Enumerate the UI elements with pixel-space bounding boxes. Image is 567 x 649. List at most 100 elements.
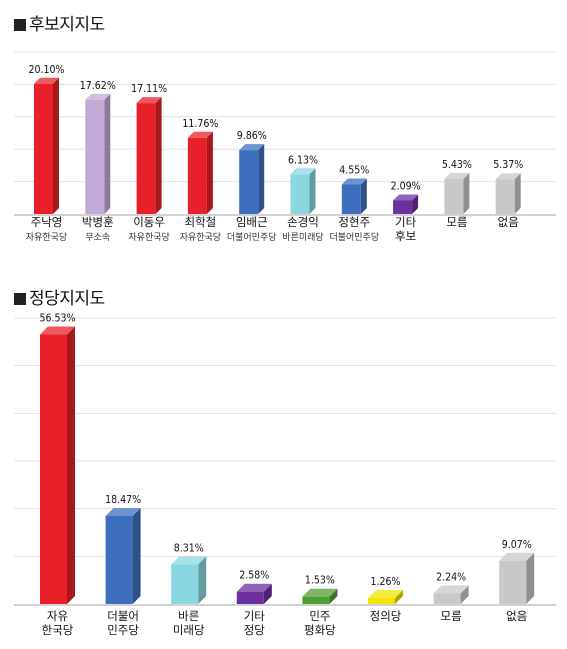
party-label: 더불어민주당 xyxy=(227,232,277,243)
category-label: 미래당 xyxy=(173,623,205,637)
bar-top xyxy=(368,589,403,598)
bar-top xyxy=(341,178,367,185)
title-square-icon xyxy=(14,293,26,305)
data-label: 9.07% xyxy=(502,539,532,551)
category-label: 없음 xyxy=(506,609,527,623)
bar-side xyxy=(104,93,111,214)
category-label: 이동우 xyxy=(133,215,165,229)
bar-top xyxy=(444,172,470,179)
category-label: 정당 xyxy=(244,623,266,637)
bar xyxy=(290,174,310,214)
category-label: 바른 xyxy=(178,609,199,623)
category-label: 모름 xyxy=(441,609,462,623)
bar-side xyxy=(155,97,162,214)
bar-side xyxy=(206,131,213,214)
data-label: 17.62% xyxy=(80,80,116,92)
bar-side xyxy=(198,556,207,604)
category-label: 박병훈 xyxy=(82,215,114,229)
data-label: 17.11% xyxy=(131,83,167,95)
bar-top xyxy=(290,168,316,175)
party-label: 자유한국당 xyxy=(128,232,169,243)
category-label: 자유 xyxy=(47,609,68,623)
data-label: 6.13% xyxy=(288,154,318,166)
category-label: 기타 xyxy=(244,609,266,623)
bar xyxy=(499,560,527,604)
category-label: 한국당 xyxy=(42,623,74,637)
data-label: 5.37% xyxy=(493,159,523,171)
bar-side xyxy=(258,144,265,214)
category-label: 손경익 xyxy=(287,215,319,229)
bar-top xyxy=(34,77,59,84)
data-label: 4.55% xyxy=(339,165,369,177)
bar xyxy=(105,515,133,604)
category-label: 정현주 xyxy=(338,215,370,229)
data-label: 9.86% xyxy=(237,130,267,142)
bar-side xyxy=(132,507,141,604)
bar-side xyxy=(263,583,272,604)
party-label: 더불어민주당 xyxy=(329,232,379,243)
data-label: 5.43% xyxy=(442,159,472,171)
category-label: 후보 xyxy=(395,229,416,243)
data-label: 20.10% xyxy=(28,64,64,76)
category-label: 정의당 xyxy=(370,609,402,623)
bar xyxy=(433,593,461,604)
category-label: 주낙영 xyxy=(31,215,63,229)
bar-side xyxy=(526,552,535,604)
bar-top xyxy=(171,556,207,565)
bar xyxy=(302,596,330,604)
category-label: 민주 xyxy=(309,609,330,623)
category-label: 없음 xyxy=(498,215,519,229)
bar-top xyxy=(105,507,141,516)
chart-title-party-text: 정당지지도 xyxy=(29,289,105,309)
bar-top xyxy=(236,583,272,592)
bar-side xyxy=(67,326,75,604)
category-label: 기타 xyxy=(395,215,417,229)
party-label: 자유한국당 xyxy=(180,232,221,243)
category-label: 임배근 xyxy=(236,215,268,229)
bar xyxy=(368,597,395,604)
title-square-icon xyxy=(14,19,26,31)
party-label: 자유한국당 xyxy=(26,232,67,243)
bar xyxy=(393,200,413,214)
bar-top xyxy=(40,326,75,335)
data-label: 8.31% xyxy=(174,542,204,554)
bar-top xyxy=(495,173,521,180)
data-label: 2.24% xyxy=(436,571,466,583)
bar-top xyxy=(499,552,535,561)
bar-top xyxy=(433,585,469,594)
data-label: 2.09% xyxy=(391,180,421,192)
bar-top xyxy=(239,144,265,151)
bar xyxy=(171,564,199,604)
bar xyxy=(34,83,53,214)
bar-side xyxy=(329,588,338,604)
bar xyxy=(239,150,259,214)
data-label: 1.26% xyxy=(370,576,400,588)
category-label: 더불어 xyxy=(107,609,139,623)
bar-top xyxy=(85,93,111,100)
data-label: 11.76% xyxy=(182,118,218,130)
bar-top xyxy=(393,194,419,201)
bar-side xyxy=(395,589,403,604)
bar xyxy=(85,99,105,214)
party-label: 바른미래당 xyxy=(282,232,323,243)
bar-side xyxy=(360,178,367,214)
bar-top xyxy=(302,588,338,597)
data-label: 18.47% xyxy=(105,494,141,506)
bar-side xyxy=(412,194,419,214)
chart-title-party: 정당지지도 xyxy=(14,284,105,309)
bar xyxy=(444,178,464,214)
bar xyxy=(341,184,361,214)
bar-side xyxy=(514,173,521,214)
bar xyxy=(40,334,67,604)
chart-title-candidate: 후보지지도 xyxy=(14,10,105,35)
bar xyxy=(136,103,156,214)
category-label: 최학철 xyxy=(185,215,217,229)
data-label: 2.58% xyxy=(239,570,269,582)
bar xyxy=(187,137,207,214)
party-label: 무소속 xyxy=(85,232,110,243)
category-label: 민주당 xyxy=(107,623,139,637)
bar-side xyxy=(309,168,316,214)
bar-side xyxy=(463,172,470,214)
bar xyxy=(236,591,264,604)
category-label: 모름 xyxy=(446,215,467,229)
